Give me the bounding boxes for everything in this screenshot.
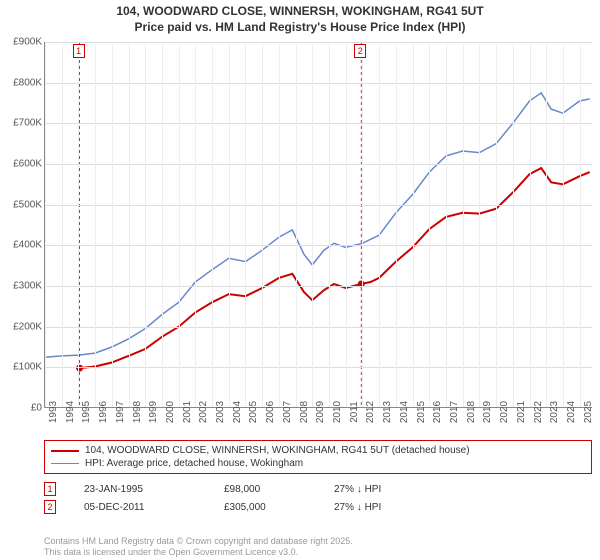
x-axis-label: 2020 [499, 401, 510, 423]
x-axis-label: 2012 [365, 401, 376, 423]
legend-row-price: 104, WOODWARD CLOSE, WINNERSH, WOKINGHAM… [51, 444, 585, 457]
plot-area [44, 42, 592, 408]
x-axis-label: 2002 [198, 401, 209, 423]
sale-marker-1: 1 [44, 482, 56, 496]
sale-marker-box: 2 [354, 44, 366, 58]
sale-marker-box: 1 [73, 44, 85, 58]
sale-diff-2: 27% ↓ HPI [334, 502, 454, 513]
x-axis-label: 1995 [81, 401, 92, 423]
x-axis-label: 2010 [332, 401, 343, 423]
x-axis-label: 2021 [516, 401, 527, 423]
y-axis-label: £100K [13, 362, 42, 373]
x-axis-label: 2024 [566, 401, 577, 423]
sale-point-row: 1 23-JAN-1995 £98,000 27% ↓ HPI [44, 480, 592, 498]
attribution: Contains HM Land Registry data © Crown c… [44, 536, 353, 558]
y-axis-label: £600K [13, 159, 42, 170]
x-axis-label: 2007 [282, 401, 293, 423]
legend-label-hpi: HPI: Average price, detached house, Woki… [85, 458, 303, 469]
sale-price-2: £305,000 [224, 502, 334, 513]
x-axis-label: 2000 [165, 401, 176, 423]
chart-title: 104, WOODWARD CLOSE, WINNERSH, WOKINGHAM… [0, 0, 600, 35]
chart-container: 104, WOODWARD CLOSE, WINNERSH, WOKINGHAM… [0, 0, 600, 560]
title-line-1: 104, WOODWARD CLOSE, WINNERSH, WOKINGHAM… [0, 4, 600, 20]
y-axis-label: £0 [31, 403, 42, 414]
y-axis-label: £400K [13, 240, 42, 251]
plot-svg [45, 42, 592, 407]
legend-label-price: 104, WOODWARD CLOSE, WINNERSH, WOKINGHAM… [85, 445, 470, 456]
legend-swatch-hpi [51, 463, 79, 465]
x-axis-label: 2013 [382, 401, 393, 423]
attribution-line-1: Contains HM Land Registry data © Crown c… [44, 536, 353, 547]
x-axis-label: 2019 [482, 401, 493, 423]
y-axis-label: £200K [13, 321, 42, 332]
sale-points-table: 1 23-JAN-1995 £98,000 27% ↓ HPI 2 05-DEC… [44, 480, 592, 516]
x-axis-label: 2005 [248, 401, 259, 423]
sale-price-1: £98,000 [224, 484, 334, 495]
y-axis-label: £300K [13, 281, 42, 292]
attribution-line-2: This data is licensed under the Open Gov… [44, 547, 353, 558]
x-axis-label: 2017 [449, 401, 460, 423]
series-line-hpi [45, 93, 590, 357]
x-axis-label: 2022 [533, 401, 544, 423]
y-axis-label: £500K [13, 199, 42, 210]
x-axis-label: 2016 [432, 401, 443, 423]
x-axis-label: 2018 [466, 401, 477, 423]
x-axis-label: 2011 [349, 401, 360, 423]
x-axis-label: 2006 [265, 401, 276, 423]
legend-row-hpi: HPI: Average price, detached house, Woki… [51, 457, 585, 470]
x-axis-label: 2003 [215, 401, 226, 423]
sale-date-2: 05-DEC-2011 [84, 502, 224, 513]
sale-point-row: 2 05-DEC-2011 £305,000 27% ↓ HPI [44, 498, 592, 516]
x-axis-label: 2001 [182, 401, 193, 423]
legend-box: 104, WOODWARD CLOSE, WINNERSH, WOKINGHAM… [44, 440, 592, 474]
x-axis-label: 2009 [315, 401, 326, 423]
sale-marker-2: 2 [44, 500, 56, 514]
x-axis-label: 1996 [98, 401, 109, 423]
y-axis-label: £800K [13, 77, 42, 88]
x-axis-label: 1998 [132, 401, 143, 423]
legend-swatch-price [51, 450, 79, 452]
sale-diff-1: 27% ↓ HPI [334, 484, 454, 495]
x-axis-label: 2015 [416, 401, 427, 423]
x-axis-label: 1994 [65, 401, 76, 423]
legend-block: 104, WOODWARD CLOSE, WINNERSH, WOKINGHAM… [44, 440, 592, 516]
x-axis-label: 2004 [232, 401, 243, 423]
x-axis-label: 2014 [399, 401, 410, 423]
sale-date-1: 23-JAN-1995 [84, 484, 224, 495]
x-axis-label: 1993 [48, 401, 59, 423]
x-axis-label: 2023 [549, 401, 560, 423]
x-axis-label: 2025 [583, 401, 594, 423]
x-axis-label: 2008 [299, 401, 310, 423]
y-axis-label: £700K [13, 118, 42, 129]
x-axis-label: 1999 [148, 401, 159, 423]
y-axis-label: £900K [13, 37, 42, 48]
title-line-2: Price paid vs. HM Land Registry's House … [0, 20, 600, 36]
x-axis-label: 1997 [115, 401, 126, 423]
